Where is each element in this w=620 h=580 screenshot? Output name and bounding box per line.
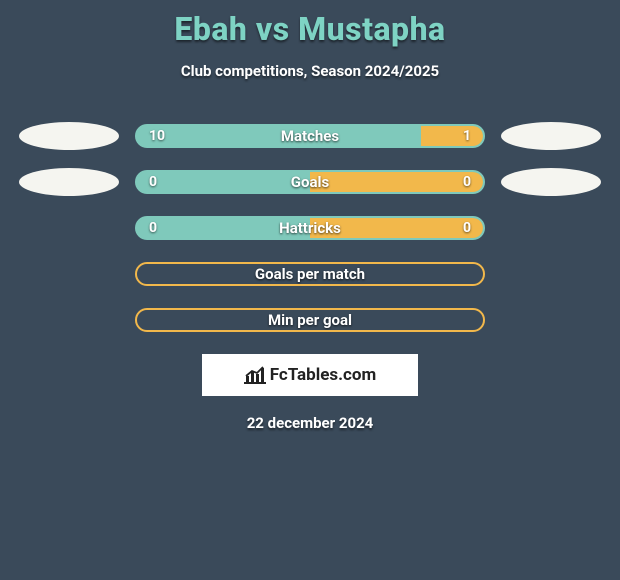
right-value: 0 — [463, 174, 471, 190]
stat-bar: Min per goal — [135, 308, 485, 332]
comparison-infographic: Ebah vs Mustapha Club competitions, Seas… — [0, 0, 620, 580]
stat-label: Min per goal — [137, 311, 483, 329]
stat-bar: 0 Hattricks 0 — [135, 216, 485, 240]
right-value: 0 — [463, 220, 471, 236]
stat-label: Goals per match — [137, 265, 483, 283]
stat-label: Hattricks — [137, 219, 483, 237]
stat-bar: 10 Matches 1 — [135, 124, 485, 148]
stat-bar: Goals per match — [135, 262, 485, 286]
stat-bar: 0 Goals 0 — [135, 170, 485, 194]
avatar-right — [501, 122, 601, 150]
stat-rows: 10 Matches 1 0 Goals 0 0 — [0, 124, 620, 332]
right-value: 1 — [463, 128, 471, 144]
stat-row-matches: 10 Matches 1 — [0, 124, 620, 148]
avatar-right — [501, 168, 601, 196]
date-text: 22 december 2024 — [0, 414, 620, 432]
avatar-left — [19, 122, 119, 150]
chart-icon — [244, 366, 266, 384]
stat-row-goals: 0 Goals 0 — [0, 170, 620, 194]
brand-text: FcTables.com — [270, 365, 376, 385]
stat-row-min-per-goal: Min per goal — [0, 308, 620, 332]
avatar-left — [19, 168, 119, 196]
stat-label: Matches — [137, 127, 483, 145]
subtitle: Club competitions, Season 2024/2025 — [0, 62, 620, 80]
stat-row-goals-per-match: Goals per match — [0, 262, 620, 286]
stat-label: Goals — [137, 173, 483, 191]
brand-badge: FcTables.com — [202, 354, 418, 396]
page-title: Ebah vs Mustapha — [0, 0, 620, 48]
stat-row-hattricks: 0 Hattricks 0 — [0, 216, 620, 240]
